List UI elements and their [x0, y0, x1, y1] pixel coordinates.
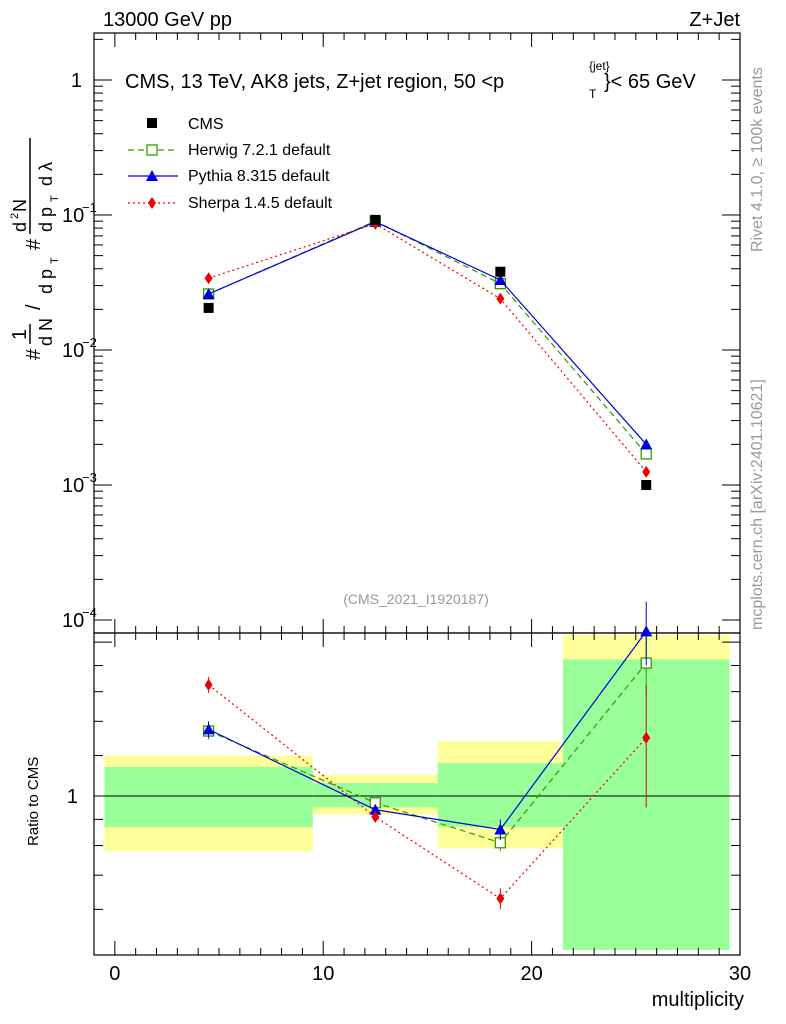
svg-text:Sherpa 1.4.5 default: Sherpa 1.4.5 default [188, 195, 333, 212]
main-line-herwig [208, 220, 647, 455]
main-line-sherpa [208, 223, 647, 473]
main-point-herwig [640, 448, 652, 460]
ratio-point-sherpa [642, 731, 651, 744]
legend-item-pythia: Pythia 8.315 default [128, 168, 330, 185]
main-point-sherpa [204, 272, 213, 285]
ratio-line-pythia [208, 630, 647, 831]
main-line-pythia [208, 221, 647, 445]
main-point-cms [203, 302, 214, 313]
ratio-point-pythia [202, 723, 215, 735]
svg-text:2: 2 [9, 213, 21, 219]
y-tick-exponent: −2 [82, 335, 97, 350]
ratio-point-sherpa [204, 678, 213, 691]
ratio-point-sherpa [496, 892, 505, 905]
y-tick-exponent: −1 [82, 200, 97, 215]
main-point-pythia [640, 438, 653, 450]
main-point-sherpa [642, 465, 651, 478]
legend-item-sherpa: Sherpa 1.4.5 default [128, 195, 333, 212]
ratio-point-pythia [640, 625, 653, 637]
ratio-series [202, 601, 653, 910]
x-axis-label: multiplicity [652, 989, 744, 1011]
header-right: Z+Jet [689, 9, 740, 31]
header-left: 13000 GeV pp [103, 9, 232, 31]
svg-text:#: # [23, 238, 45, 250]
svg-text:}< 65 GeV: }< 65 GeV [604, 71, 696, 93]
x-tick-label: 10 [312, 963, 334, 985]
y-tick-label: 10 [62, 610, 84, 632]
y-tick-exponent: −4 [82, 605, 97, 620]
analysis-tag: (CMS_2021_I1920187) [343, 591, 489, 607]
main-point-cms [495, 266, 506, 277]
mcplots-label: mcplots.cern.ch [arXiv:2401.10621] [749, 379, 766, 630]
ratio-point-pythia [369, 803, 382, 815]
main-ylabel: # 1 d N / d p T # d 2 N d p T d λ [9, 138, 61, 360]
svg-text:{jet}: {jet} [589, 59, 610, 73]
main-point-cms [641, 480, 652, 490]
legend: CMS Herwig 7.2.1 default Pythia 8.315 de… [128, 116, 333, 212]
svg-text:d λ: d λ [36, 162, 56, 186]
rivet-label: Rivet 4.1.0, ≥ 100k events [749, 67, 766, 252]
main-point-pythia [494, 274, 507, 286]
plot-title: CMS, 13 TeV, AK8 jets, Z+jet region, 50 … [125, 59, 696, 101]
svg-text:d p: d p [36, 207, 56, 232]
svg-text:d N: d N [36, 318, 56, 346]
main-point-sherpa [496, 292, 505, 305]
svg-text:d: d [10, 222, 30, 232]
band-green-0 [104, 766, 313, 827]
y-tick-label: 1 [71, 70, 82, 92]
svg-text:T: T [49, 257, 61, 264]
band-green-2 [437, 763, 563, 827]
svg-text:Herwig 7.2.1 default: Herwig 7.2.1 default [188, 142, 331, 159]
ratio-ylabel: Ratio to CMS [25, 757, 42, 846]
main-point-pythia [202, 287, 215, 299]
svg-text:1: 1 [9, 329, 31, 340]
ratio-y-tick-label: 1 [67, 786, 78, 808]
ratio-frame [93, 632, 741, 956]
svg-text:d p: d p [36, 269, 56, 294]
ratio-line-sherpa [208, 684, 647, 900]
svg-text:T: T [49, 195, 61, 202]
ratio-point-sherpa [371, 810, 380, 823]
main-point-cms [370, 214, 381, 225]
svg-text:CMS, 13 TeV, AK8 jets, Z+jet r: CMS, 13 TeV, AK8 jets, Z+jet region, 50 … [125, 71, 504, 93]
ratio-point-pythia [494, 823, 507, 835]
svg-text:/: / [23, 304, 45, 310]
main-series [202, 214, 653, 490]
y-tick-exponent: −3 [82, 470, 97, 485]
svg-text:T: T [589, 87, 597, 101]
x-tick-label: 30 [729, 963, 751, 985]
x-tick-label: 0 [109, 963, 120, 985]
svg-text:N: N [10, 199, 30, 212]
y-tick-label: 10 [62, 340, 84, 362]
y-tick-label: 10 [62, 475, 84, 497]
svg-text:CMS: CMS [188, 116, 224, 133]
legend-item-herwig: Herwig 7.2.1 default [128, 142, 331, 159]
x-tick-label: 20 [520, 963, 542, 985]
svg-text:Pythia 8.315 default: Pythia 8.315 default [188, 168, 330, 185]
uncertainty-bands [104, 635, 730, 950]
ratio-line-herwig [208, 662, 647, 844]
y-tick-label: 10 [62, 205, 84, 227]
legend-item-cms: CMS [147, 116, 224, 133]
svg-text:#: # [23, 348, 45, 360]
